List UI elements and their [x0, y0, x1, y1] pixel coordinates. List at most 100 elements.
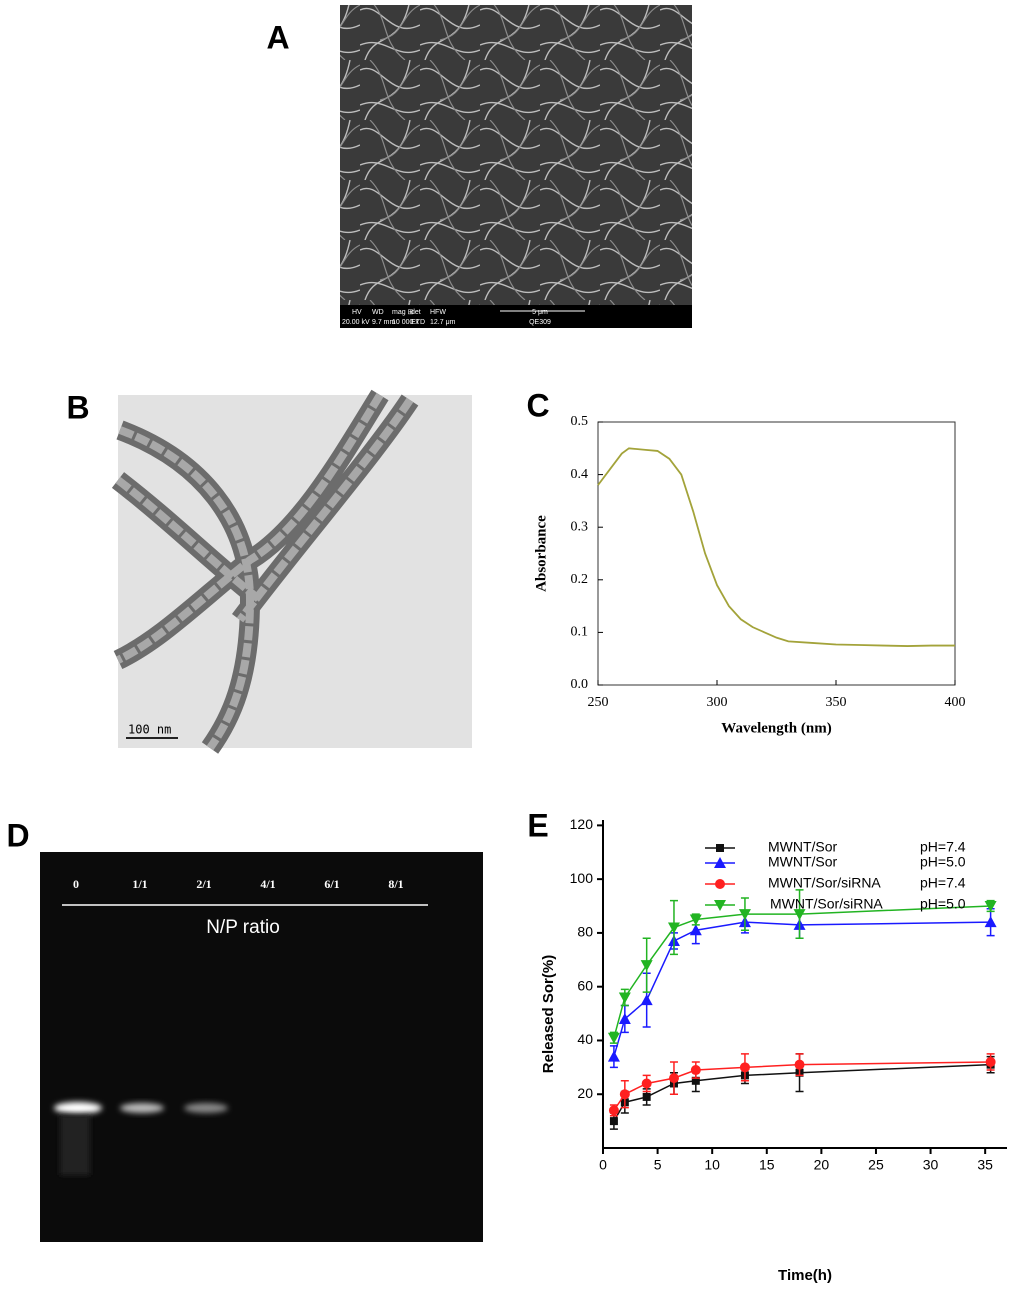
- sem-info-value: 20.00 kV: [342, 319, 370, 326]
- lane-label: 4/1: [260, 877, 275, 891]
- lane-label: 6/1: [324, 877, 339, 891]
- gel-smear: [60, 1115, 90, 1175]
- sem-image: [340, 5, 692, 305]
- panel-letter: E: [527, 807, 548, 843]
- plot-frame: [597, 421, 956, 686]
- marker: [690, 1065, 701, 1076]
- sem-info-value: ETD: [411, 319, 425, 326]
- marker: [609, 1117, 618, 1126]
- legend-ph: pH=7.4: [920, 875, 966, 891]
- y-tick-label: 100: [570, 870, 594, 886]
- x-tick-label: 250: [588, 695, 609, 710]
- sem-info-header: HFW: [430, 309, 446, 316]
- x-tick-label: 30: [923, 1157, 939, 1173]
- legend-label: MWNT/Sor/siRNA: [768, 875, 881, 891]
- y-tick-label: 0.2: [571, 572, 589, 587]
- legend-label: MWNT/Sor: [768, 854, 838, 870]
- marker: [793, 909, 806, 921]
- tem-tube-core: [115, 392, 414, 751]
- legend-ph: pH=5.0: [920, 854, 966, 870]
- marker: [716, 844, 724, 852]
- marker: [642, 1092, 651, 1101]
- marker: [618, 992, 631, 1004]
- x-tick-label: 20: [814, 1157, 830, 1173]
- marker: [640, 994, 653, 1006]
- marker: [985, 1056, 996, 1067]
- marker: [739, 1062, 750, 1073]
- panel-letter: C: [526, 387, 549, 423]
- y-tick-label: 0.3: [571, 519, 589, 534]
- lane-label: 1/1: [132, 877, 147, 891]
- marker: [668, 1073, 679, 1084]
- marker: [794, 1059, 805, 1070]
- panel-letter: D: [6, 817, 29, 853]
- y-tick-label: 0.5: [571, 414, 589, 429]
- marker: [738, 909, 751, 921]
- x-tick-label: 350: [826, 695, 847, 710]
- x-axis-label: Wavelength (nm): [721, 720, 831, 736]
- sem-info-value: 9.7 mm: [372, 319, 396, 326]
- sem-info-header: det: [411, 309, 421, 316]
- y-tick-label: 60: [577, 977, 593, 993]
- legend-marker: [715, 879, 725, 889]
- marker: [691, 1076, 700, 1085]
- data-line: [597, 447, 955, 647]
- gel-band: [54, 1102, 102, 1114]
- gel-image: [40, 852, 483, 1242]
- legend-marker: [714, 857, 726, 868]
- sem-info-header: mag ⊞: [392, 309, 414, 316]
- x-tick-label: 0: [599, 1157, 607, 1173]
- marker: [618, 1012, 631, 1024]
- chart-c: C 250 300 350 400 0.0 0.1 0.2 0.3 0.4 0.5 Wavelengt…: [526, 387, 965, 736]
- lane-label: 0: [73, 877, 79, 891]
- marker: [689, 914, 702, 926]
- sem-info-value: QE309: [529, 319, 551, 326]
- x-tick-label: 5: [654, 1157, 662, 1173]
- legend-ph: pH=5.0: [920, 896, 966, 912]
- sem-info-bar: [340, 305, 692, 328]
- y-axis-label: Absorbance: [533, 515, 549, 592]
- x-tick-label: 400: [945, 695, 966, 710]
- chart-e: E 0 5 10 15 20 25 30 35 20 40 60 80 100 120 Time(h) Rele…: [527, 807, 1007, 1284]
- sem-info-header: 5 μm: [532, 309, 548, 316]
- x-tick-label: 10: [704, 1157, 720, 1173]
- gel-axis-label: N/P ratio: [206, 917, 280, 938]
- panel-letter: A: [266, 19, 289, 55]
- marker: [641, 1078, 652, 1089]
- sem-info-value: 12.7 μm: [430, 319, 456, 326]
- legend-marker: [716, 844, 724, 852]
- lane-label: 2/1: [196, 877, 211, 891]
- marker: [619, 1089, 630, 1100]
- marker: [714, 900, 726, 911]
- series-line: [613, 921, 991, 1057]
- y-tick-label: 0.0: [571, 677, 589, 692]
- x-tick-label: 35: [977, 1157, 993, 1173]
- legend-label: MWNT/Sor/siRNA: [770, 896, 883, 912]
- x-tick-label: 25: [868, 1157, 884, 1173]
- marker: [715, 879, 725, 889]
- y-tick-label: 0.1: [571, 625, 589, 640]
- marker: [608, 1105, 619, 1116]
- scale-bar-label: 100 nm: [128, 723, 171, 737]
- x-tick-label: 300: [707, 695, 728, 710]
- sem-info-header: HV: [352, 309, 362, 316]
- x-axis-label: Time(h): [778, 1267, 832, 1284]
- marker: [689, 924, 702, 936]
- legend-label: MWNT/Sor: [768, 839, 838, 855]
- gel-lanes: 0 1/1 2/1 4/1 6/1 8/1: [73, 877, 404, 891]
- marker: [640, 960, 653, 972]
- sem-info-header: WD: [372, 309, 384, 316]
- marker: [607, 1032, 620, 1044]
- y-tick-label: 120: [570, 816, 594, 832]
- y-tick-label: 40: [577, 1031, 593, 1047]
- x-tick-label: 15: [759, 1157, 775, 1173]
- y-tick-label: 80: [577, 924, 593, 940]
- marker: [984, 901, 997, 913]
- gel-band: [184, 1103, 228, 1113]
- panel-letter: B: [66, 389, 89, 425]
- series-line: [613, 905, 991, 1038]
- y-axis-label: Released Sor(%): [540, 955, 557, 1073]
- gel-band: [120, 1103, 164, 1113]
